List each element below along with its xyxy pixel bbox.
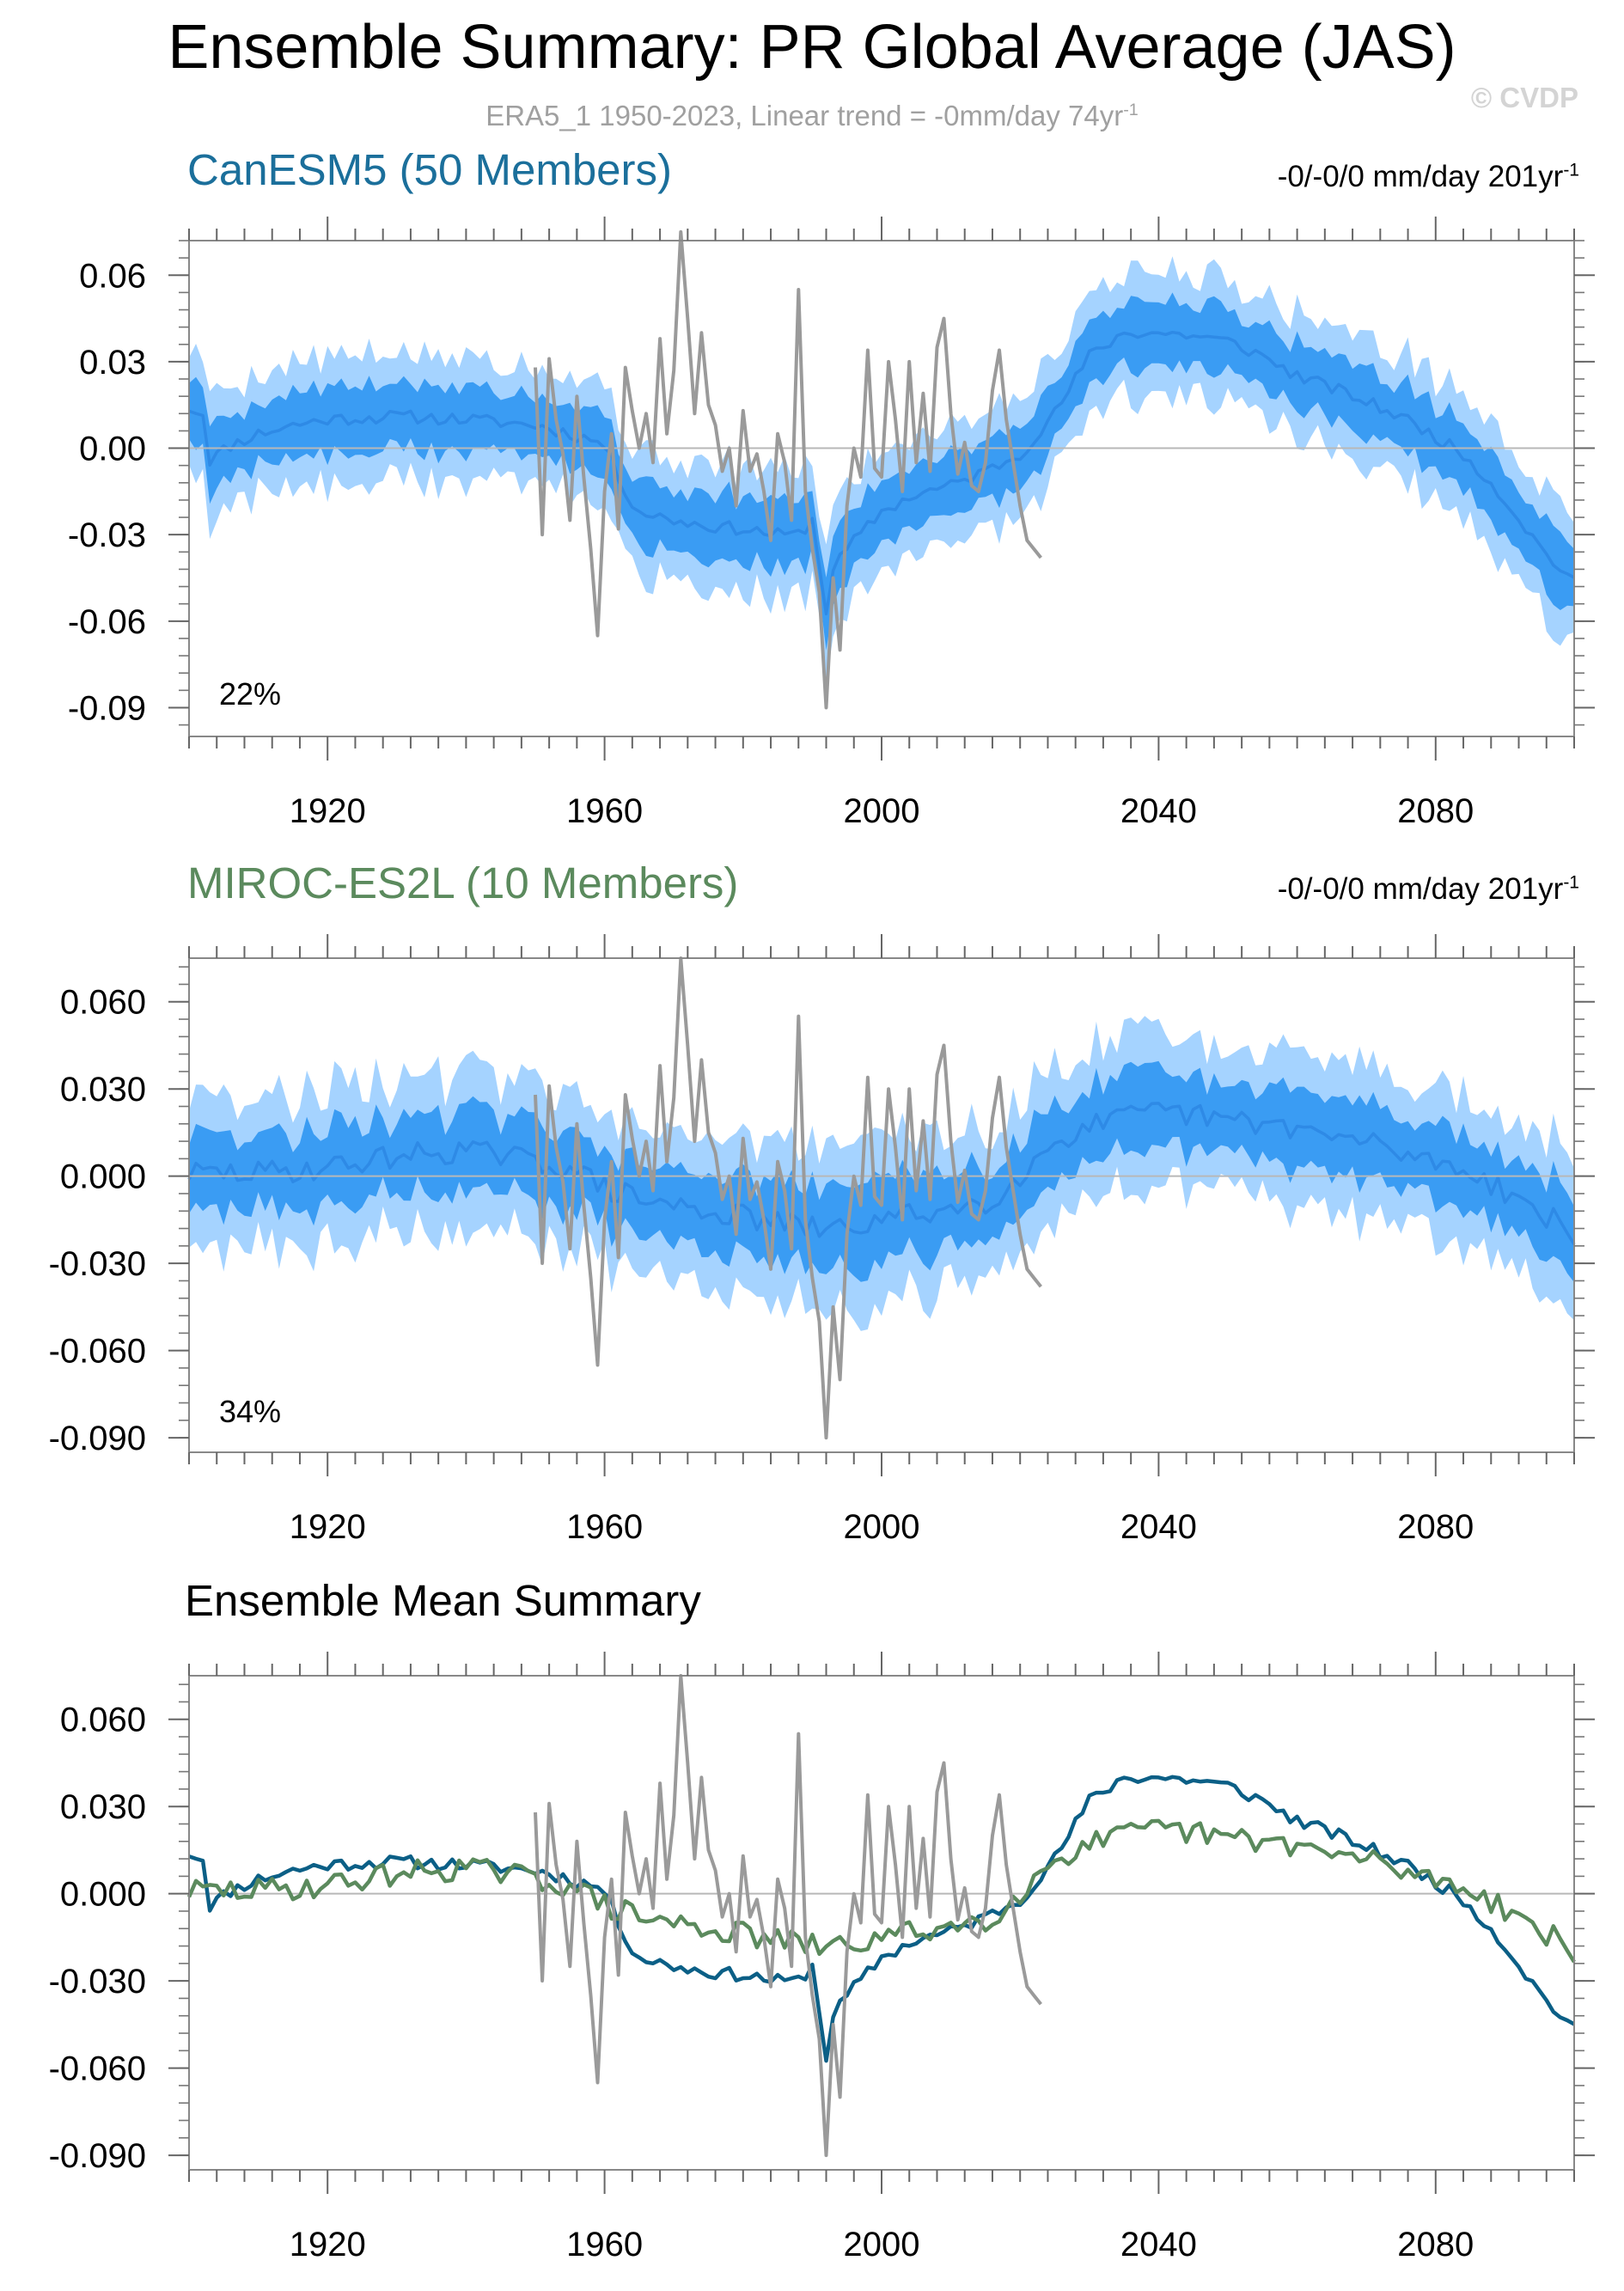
miroc-ytick-label: 0.030 <box>60 1071 146 1109</box>
miroc-trend-exponent: -1 <box>1563 872 1579 893</box>
summary-xtick-label: 2040 <box>1120 2226 1197 2264</box>
summary-ytick-label: -0.060 <box>49 2050 146 2088</box>
figure-subtitle: ERA5_1 1950-2023, Linear trend = -0mm/da… <box>0 100 1624 132</box>
canesm5-trend-text: -0/-0/0 mm/day 201yr <box>1277 160 1564 193</box>
canesm5-panel-title: CanESM5 (50 Members) <box>187 145 673 194</box>
canesm5-ensemble-mean-line <box>188 330 1575 616</box>
miroc-panel-title: MIROC-ES2L (10 Members) <box>187 858 739 907</box>
miroc-observed-line <box>534 956 1042 1440</box>
summary-panel-title: Ensemble Mean Summary <box>185 1576 701 1625</box>
summary-ytick-label: -0.030 <box>49 1963 146 2001</box>
summary-xtick-label: 1920 <box>290 2226 366 2264</box>
canesm5-observed-line <box>534 229 1042 710</box>
canesm5-xtick-label: 2080 <box>1397 792 1474 830</box>
canesm5-xtick-label: 2000 <box>844 792 920 830</box>
miroc-ytick-label: -0.030 <box>49 1245 146 1283</box>
miroc-percent-label: 34% <box>219 1394 281 1429</box>
canesm5-ytick-label: 0.06 <box>79 257 146 295</box>
summary-xtick-label: 2080 <box>1397 2226 1474 2264</box>
canesm5-ytick-label: -0.06 <box>68 603 146 641</box>
canesm5-trend-label: -0/-0/0 mm/day 201yr-1 <box>1278 160 1579 194</box>
figure-title-text: Ensemble Summary: PR Global Average (JAS… <box>168 13 1456 82</box>
canesm5-chart: 1920 1960 2000 2040 2080 0.06 0.03 0.00 -0.03 -0.… <box>68 217 1595 830</box>
canesm5-ytick-label: 0.03 <box>79 344 146 382</box>
canesm5-xtick-label: 2040 <box>1120 792 1197 830</box>
canesm5-percent-label: 22% <box>219 676 281 712</box>
miroc-xtick-label: 1920 <box>290 1508 366 1546</box>
canesm5-xtick-label: 1960 <box>566 792 643 830</box>
miroc-ytick-label: -0.090 <box>49 1420 146 1457</box>
miroc-mean-line <box>186 1818 1576 1964</box>
miroc-ensemble-mean-line <box>187 1102 1576 1246</box>
summary-ytick-label: 0.060 <box>60 1701 146 1739</box>
miroc-trend-label: -0/-0/0 mm/day 201yr-1 <box>1278 872 1579 907</box>
canesm5-ytick-label: -0.09 <box>68 689 146 727</box>
summary-xtick-label: 1960 <box>566 2226 643 2264</box>
canesm5-ytick-label: -0.03 <box>68 516 146 554</box>
summary-observed-line <box>534 1674 1042 2158</box>
summary-ytick-label: 0.000 <box>60 1876 146 1914</box>
subtitle-text: ERA5_1 1950-2023, Linear trend = -0mm/da… <box>485 100 1124 131</box>
canesm5-xtick-label: 1920 <box>290 792 366 830</box>
summary-xtick-label: 2000 <box>844 2226 920 2264</box>
figure-title: Ensemble Summary: PR Global Average (JAS… <box>0 12 1624 82</box>
canesm5-trend-exponent: -1 <box>1563 160 1579 180</box>
miroc-xtick-label: 2080 <box>1397 1508 1474 1546</box>
miroc-ytick-label: 0.060 <box>60 984 146 1022</box>
cvdp-credit: © CVDP <box>1470 82 1578 113</box>
miroc-xtick-label: 2000 <box>844 1508 920 1546</box>
miroc-trend-text: -0/-0/0 mm/day 201yr <box>1277 872 1564 906</box>
miroc-ytick-label: -0.060 <box>49 1333 146 1371</box>
miroc-xtick-label: 2040 <box>1120 1508 1197 1546</box>
canesm5-ytick-label: 0.00 <box>79 431 146 468</box>
summary-ytick-label: 0.030 <box>60 1788 146 1826</box>
subtitle-exponent: -1 <box>1123 101 1139 119</box>
miroc-xtick-label: 1960 <box>566 1508 643 1546</box>
miroc-ytick-label: 0.000 <box>60 1158 146 1196</box>
miroc-chart: 1920 1960 2000 2040 2080 0.060 0.030 0.000 -0.03… <box>49 934 1595 1546</box>
summary-ytick-label: -0.090 <box>49 2137 146 2175</box>
summary-chart: 1920 1960 2000 2040 2080 0.060 0.030 0.000 -0.03… <box>49 1652 1595 2264</box>
